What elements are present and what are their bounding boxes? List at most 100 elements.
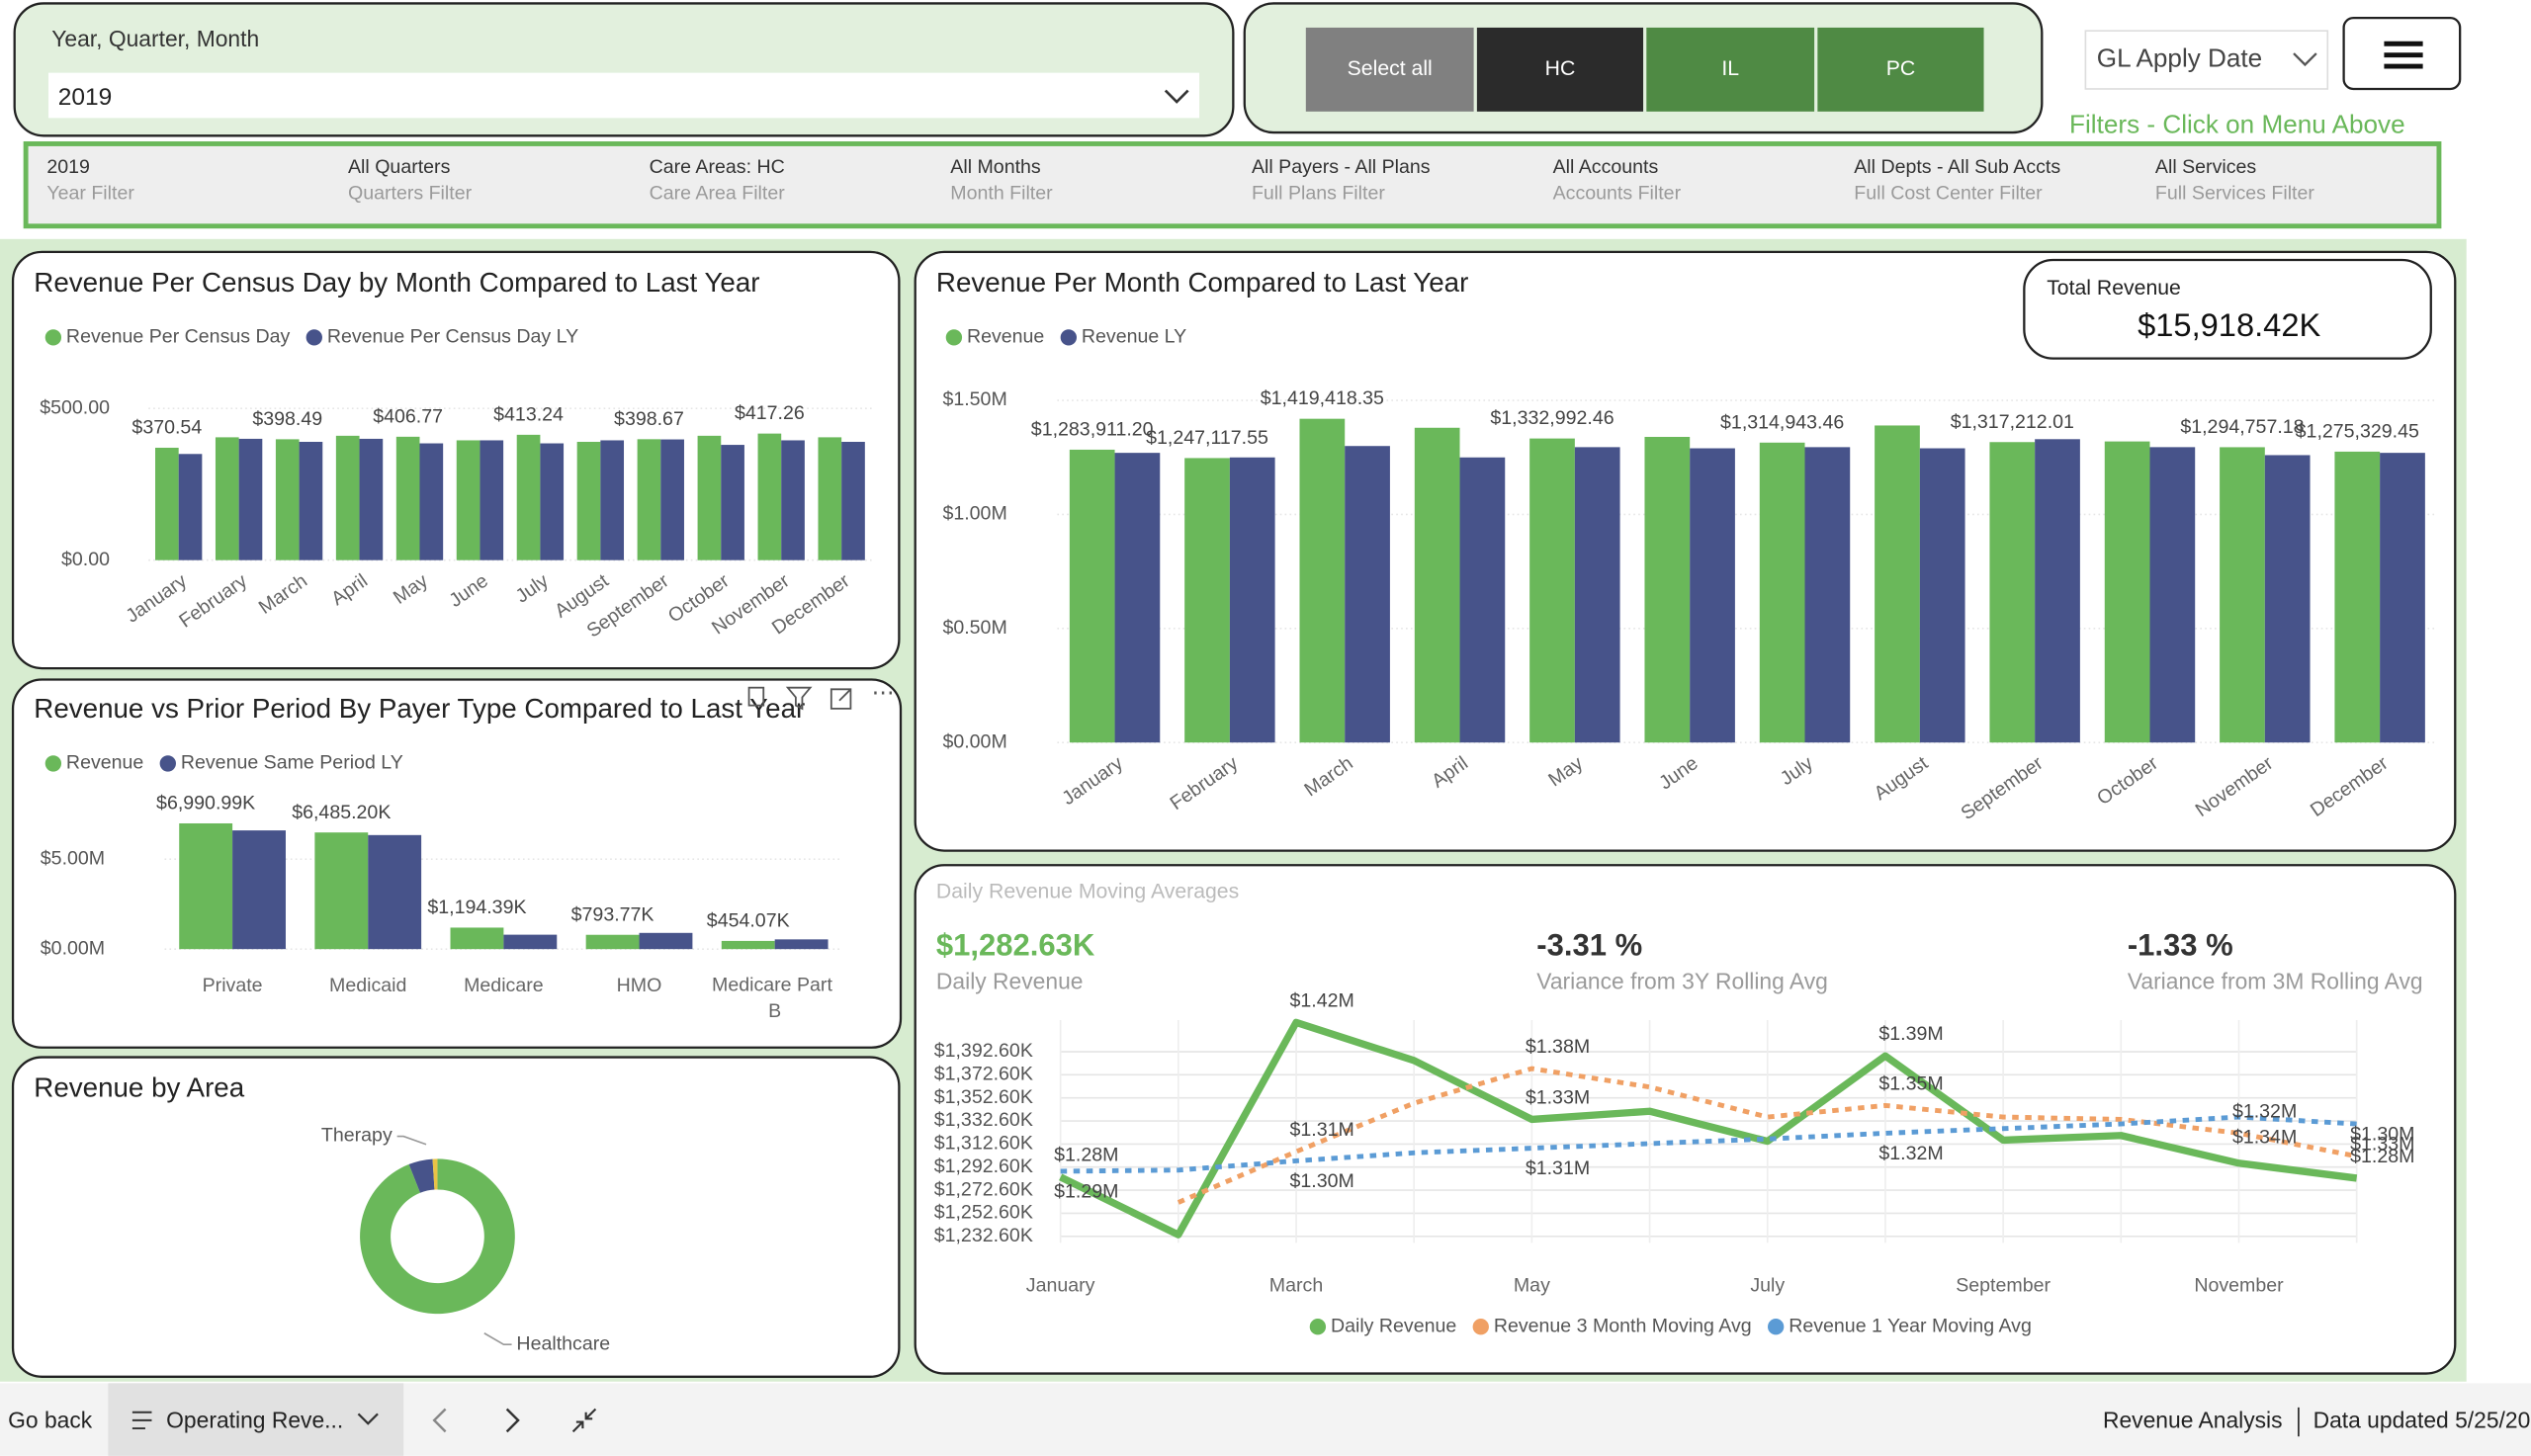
data-label: $1.35M	[1878, 1072, 1943, 1094]
fit-page[interactable]	[571, 1408, 597, 1433]
data-label: $1,275,329.45	[2296, 420, 2419, 442]
slicer-button[interactable]	[1646, 27, 1815, 112]
x-tick-label: Medicare Part B	[712, 975, 837, 1022]
filter-value: All Services	[2155, 156, 2256, 178]
updated: Data updated 5/25/20	[2313, 1408, 2531, 1433]
filter-label: Full Cost Center Filter	[1854, 182, 2043, 204]
bar	[359, 438, 384, 560]
legend-marker	[159, 755, 176, 772]
bar	[275, 439, 300, 560]
focus-icon[interactable]	[829, 688, 852, 710]
data-label: $413.24	[493, 403, 564, 425]
bar	[585, 934, 640, 950]
filter-value: All Months	[950, 156, 1041, 178]
legend-label: Revenue LY	[1082, 326, 1186, 348]
date-field: GL Apply Date	[2097, 43, 2262, 72]
data-label: $1.29M	[1054, 1180, 1118, 1202]
y-tick-label: $500.00	[40, 396, 110, 418]
button-group: Select all HC IL PC	[1305, 27, 1984, 112]
filter-value: All Payers - All Plans	[1252, 156, 1431, 178]
slicer-label: Year, Quarter, Month	[51, 26, 259, 51]
x-tick-label: March	[1269, 1275, 1323, 1297]
bar	[2035, 439, 2080, 743]
filter-icon[interactable]	[785, 686, 813, 711]
page-tab[interactable]	[108, 1383, 404, 1456]
filter-value: All Quarters	[348, 156, 451, 178]
bar	[1229, 457, 1275, 743]
bar	[639, 932, 693, 950]
date-dropdown[interactable]	[2084, 30, 2329, 90]
legend-label: Revenue 1 Year Moving Avg	[1789, 1315, 2032, 1336]
data-label: $1.33M	[2350, 1133, 2414, 1155]
data-label: $406.77	[373, 405, 443, 427]
slicer-button[interactable]	[1305, 27, 1474, 112]
visual-header	[747, 686, 852, 711]
data-label: $1,317,212.01	[1951, 411, 2074, 433]
kpi-label: Daily Revenue	[936, 968, 1084, 993]
bar	[540, 443, 565, 560]
prev-page[interactable]	[432, 1408, 447, 1433]
kpi-title: Total Revenue	[2047, 277, 2181, 300]
more-options[interactable]: ⋯	[872, 679, 895, 705]
go-back[interactable]: Go back	[8, 1408, 93, 1433]
legend-marker	[1309, 1319, 1327, 1335]
y-tick-label: $0.00M	[942, 730, 1006, 752]
kpi-label: Variance from 3Y Rolling Avg	[1536, 968, 1828, 993]
y-tick-label: $1,252.60K	[934, 1202, 1033, 1224]
bar	[155, 447, 179, 560]
y-tick-label: $1,312.60K	[934, 1133, 1033, 1155]
data-label: $1,247,117.55	[1146, 427, 1268, 449]
bar	[456, 440, 480, 560]
bar	[2264, 455, 2311, 743]
bar	[781, 440, 805, 560]
kpi-card	[2023, 258, 2432, 360]
legend-label: Revenue 3 Month Moving Avg	[1494, 1315, 1752, 1336]
data-label: $1,332,992.46	[1490, 407, 1614, 429]
pie-slice	[432, 1158, 438, 1190]
bar	[1529, 438, 1575, 743]
data-label: $1,294,757.18	[2180, 416, 2304, 438]
copy-icon[interactable]	[747, 686, 765, 707]
filter-label: Year Filter	[46, 182, 134, 204]
legend-marker	[1768, 1319, 1785, 1335]
slicer-button[interactable]	[1476, 27, 1644, 112]
data-label: $6,990.99K	[156, 793, 255, 814]
slicer-dropdown[interactable]	[47, 72, 1200, 119]
filter-label: Quarters Filter	[348, 182, 473, 204]
legend-label: Daily Revenue	[1331, 1315, 1456, 1336]
legend: Revenue Revenue Same Period LY	[44, 752, 403, 774]
bar	[1345, 446, 1390, 743]
bar	[480, 440, 504, 560]
y-tick-label: $1,392.60K	[934, 1040, 1033, 1062]
panel	[11, 678, 903, 1049]
x-tick-label: July	[1750, 1275, 1785, 1297]
slice-label: Therapy	[321, 1125, 393, 1147]
chevron	[2293, 52, 2317, 67]
legend: Revenue Revenue LY	[945, 326, 1186, 348]
leader-line	[396, 1135, 427, 1146]
chevron	[1164, 89, 1189, 104]
slicer-button[interactable]	[1817, 27, 1984, 112]
bar	[2220, 447, 2265, 743]
filter-label: Full Plans Filter	[1252, 182, 1385, 204]
kpi-value: $15,918.42K	[2138, 306, 2320, 343]
data-label: $1.31M	[1289, 1119, 1353, 1141]
filter-bar	[23, 141, 2442, 229]
kpi-value: -3.31 %	[1536, 928, 1642, 963]
data-label: $398.67	[614, 408, 684, 430]
bar	[395, 436, 420, 560]
bar	[818, 437, 842, 560]
bar	[2104, 441, 2150, 743]
bar	[238, 438, 263, 560]
legend-marker	[1060, 329, 1077, 346]
bar	[1989, 442, 2036, 743]
chart-title: Daily Revenue Moving Averages	[936, 881, 1239, 903]
chart-title: Revenue by Area	[34, 1072, 244, 1103]
slice-label: Healthcare	[516, 1332, 610, 1354]
filter-value: All Accounts	[1553, 156, 1659, 178]
next-page[interactable]	[505, 1408, 520, 1433]
bar	[1299, 418, 1346, 743]
legend-label: Revenue Per Census Day	[66, 326, 291, 348]
legend-label: Revenue Per Census Day LY	[327, 326, 578, 348]
